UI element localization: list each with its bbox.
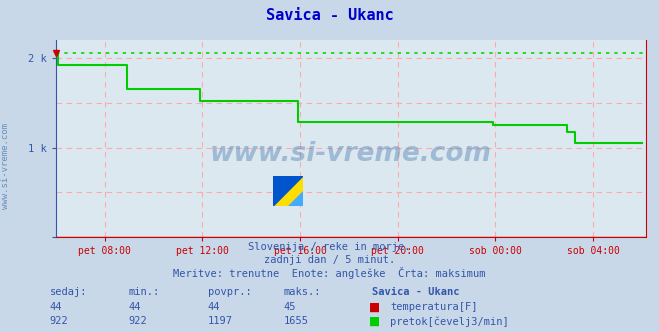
Text: 1197: 1197: [208, 316, 233, 326]
Text: 44: 44: [208, 302, 220, 312]
Text: ■: ■: [369, 300, 380, 313]
Text: maks.:: maks.:: [283, 287, 321, 297]
Text: temperatura[F]: temperatura[F]: [390, 302, 478, 312]
Text: 44: 44: [129, 302, 141, 312]
Text: Savica - Ukanc: Savica - Ukanc: [372, 287, 460, 297]
Polygon shape: [289, 191, 303, 206]
Text: 44: 44: [49, 302, 62, 312]
Polygon shape: [273, 176, 303, 206]
Text: Meritve: trenutne  Enote: angleške  Črta: maksimum: Meritve: trenutne Enote: angleške Črta: …: [173, 267, 486, 279]
Text: Slovenija / reke in morje.: Slovenija / reke in morje.: [248, 242, 411, 252]
Text: povpr.:: povpr.:: [208, 287, 251, 297]
Text: min.:: min.:: [129, 287, 159, 297]
Text: 922: 922: [129, 316, 147, 326]
Text: 922: 922: [49, 316, 68, 326]
Text: ■: ■: [369, 314, 380, 327]
Text: Savica - Ukanc: Savica - Ukanc: [266, 8, 393, 23]
Text: zadnji dan / 5 minut.: zadnji dan / 5 minut.: [264, 255, 395, 265]
Text: sedaj:: sedaj:: [49, 287, 87, 297]
Text: pretok[čevelj3/min]: pretok[čevelj3/min]: [390, 316, 509, 327]
Text: 45: 45: [283, 302, 296, 312]
Text: 1655: 1655: [283, 316, 308, 326]
Text: www.si-vreme.com: www.si-vreme.com: [210, 141, 492, 167]
Text: www.si-vreme.com: www.si-vreme.com: [1, 123, 10, 209]
Polygon shape: [273, 176, 303, 206]
